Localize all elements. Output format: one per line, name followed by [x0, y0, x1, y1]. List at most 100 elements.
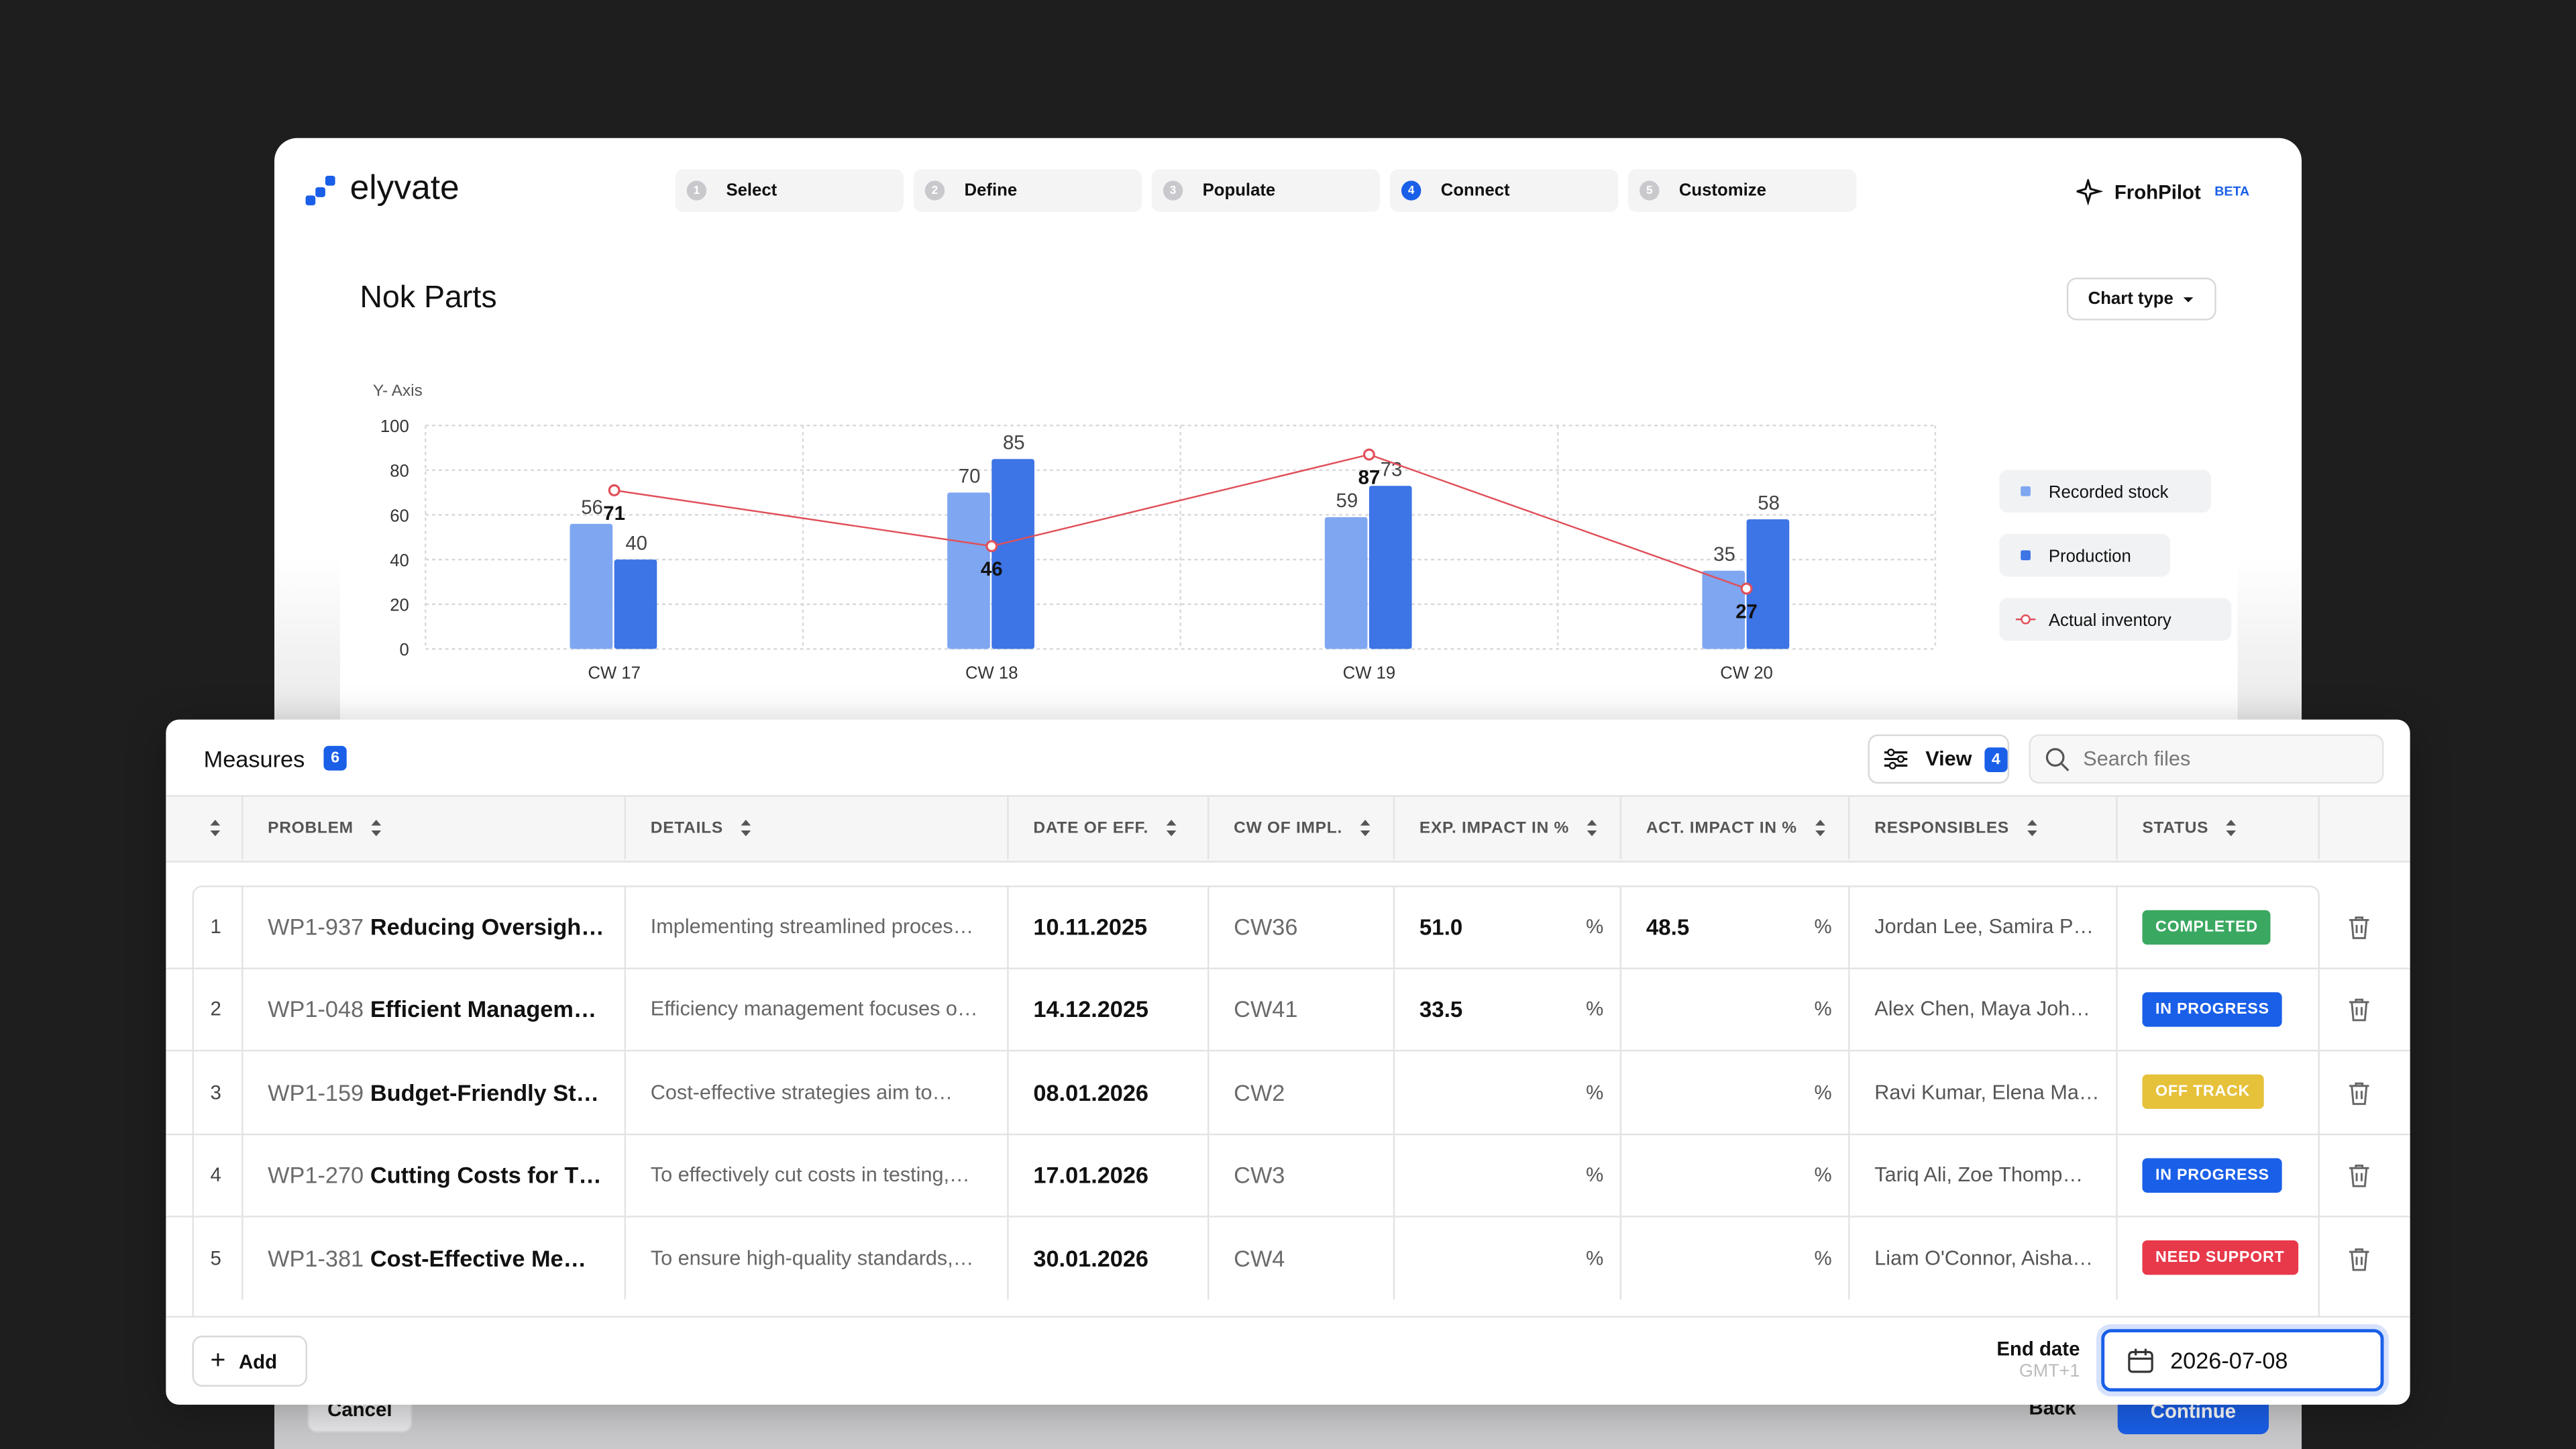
step[interactable]: 5 Customize	[1627, 169, 1857, 212]
legend-item[interactable]: Actual inventory	[1999, 598, 2232, 641]
line-value-label: 46	[981, 558, 1003, 580]
legend-pill	[1999, 470, 2211, 513]
problem-cell: WP1-048 Efficient Managem…	[243, 968, 627, 1051]
bar	[1746, 519, 1790, 649]
details: To ensure high-quality standards,…	[650, 1246, 974, 1270]
chart-type-button[interactable]: Chart type	[2066, 277, 2216, 321]
date-cell: 30.01.2026	[1009, 1216, 1210, 1299]
column-header-label: CW OF IMPL.	[1234, 818, 1343, 837]
problem-title: Reducing Oversigh…	[370, 913, 604, 940]
legend-item[interactable]: Recorded stock	[1999, 470, 2211, 513]
row-number-cell: 3	[193, 1051, 244, 1134]
problem-cell: WP1-159 Budget-Friendly St…	[243, 1051, 627, 1134]
line-point	[1362, 448, 1375, 461]
search-box[interactable]: Search files	[2029, 734, 2384, 784]
end-date-label: End date	[1996, 1337, 2080, 1360]
sort-icon	[1815, 820, 1825, 837]
row-number-cell: 2	[193, 968, 244, 1051]
column-header[interactable]: DETAILS	[626, 796, 1009, 859]
column-header-label: DATE OF EFF.	[1033, 818, 1149, 837]
column-header[interactable]: ACT. IMPACT IN %	[1621, 796, 1850, 859]
problem-cell: WP1-937 Reducing Oversigh…	[243, 885, 627, 968]
x-tick-label: CW 19	[1343, 663, 1396, 682]
x-tick-label: CW 20	[1720, 663, 1773, 682]
problem-cell: WP1-381 Cost-Effective Me…	[243, 1216, 627, 1299]
problem-id: WP1-381	[268, 1244, 364, 1271]
bar-value-label: 85	[1003, 432, 1025, 454]
date: 14.12.2025	[1033, 996, 1149, 1023]
calendar-week: CW3	[1234, 1161, 1285, 1189]
column-header[interactable]: RESPONSIBLES	[1850, 796, 2118, 859]
delete-icon[interactable]	[2348, 1081, 2371, 1106]
status-badge: IN PROGRESS	[2142, 991, 2283, 1027]
legend-pill	[1999, 533, 2171, 577]
column-header[interactable]: EXP. IMPACT IN %	[1395, 796, 1622, 859]
column-header[interactable]: STATUS	[2118, 796, 2320, 859]
sort-arrows	[210, 820, 221, 837]
column-header[interactable]: DATE OF EFF.	[1009, 796, 1210, 859]
bar	[1324, 517, 1368, 649]
bar-value-label: 35	[1713, 543, 1735, 566]
act-impact-cell: %	[1621, 1051, 1850, 1134]
delete-icon[interactable]	[2348, 915, 2371, 940]
responsibles: Ravi Kumar, Elena Ma…	[1874, 1080, 2100, 1104]
step[interactable]: 4 Connect	[1389, 169, 1619, 212]
sort-arrows	[371, 820, 382, 837]
cw-cell: CW36	[1209, 885, 1395, 968]
sort-arrows	[741, 820, 751, 837]
timezone: GMT+1	[2019, 1362, 2080, 1382]
assistant[interactable]: FrohPilot	[2114, 180, 2201, 204]
percent-sign: %	[1586, 998, 1604, 1021]
trash-shape	[2349, 916, 2369, 939]
responsibles-cell: Alex Chen, Maya Joh…	[1850, 968, 2118, 1051]
delete-icon[interactable]	[2348, 998, 2371, 1022]
legend-label: Actual inventory	[2049, 611, 2171, 630]
exp-impact-cell: %	[1395, 1134, 1622, 1216]
cw-cell: CW4	[1209, 1216, 1395, 1299]
percent-sign: %	[1814, 1246, 1832, 1270]
delete-icon[interactable]	[2348, 1163, 2371, 1188]
bar-value-label: 58	[1758, 492, 1780, 514]
chart-area: Y- Axis 0 20 40 60 80 100 CW 17 56 40 CW 18 70 85 CW …	[339, 353, 2238, 731]
column-header-label: DETAILS	[650, 818, 723, 837]
problem-id: WP1-048	[268, 996, 364, 1023]
add-button[interactable]: + Add	[192, 1336, 307, 1387]
sort-arrows	[2226, 820, 2237, 837]
percent-sign: %	[1586, 1246, 1604, 1270]
column-header[interactable]: CW OF IMPL.	[1209, 796, 1395, 859]
line-value-label: 27	[1735, 601, 1758, 623]
sort-icon	[210, 820, 221, 837]
y-tick-label: 100	[380, 417, 409, 436]
sort-arrows	[1360, 820, 1371, 837]
responsibles: Tariq Ali, Zoe Thomp…	[1874, 1163, 2084, 1187]
search-icon	[2045, 748, 2070, 771]
table-row: 5 WP1-381 Cost-Effective Me… To ensure high…	[166, 1216, 2410, 1299]
row-number-cell: 4	[193, 1134, 244, 1216]
status-badge: IN PROGRESS	[2142, 1157, 2283, 1193]
sort-arrows	[1167, 820, 1177, 837]
delete-icon[interactable]	[2348, 1246, 2371, 1271]
view-button[interactable]: View 4	[1868, 734, 2010, 784]
calendar-week: CW36	[1234, 913, 1298, 940]
end-date-input[interactable]: 2026-07-08	[2101, 1329, 2384, 1392]
bar-value-label: 59	[1336, 490, 1358, 512]
column-header[interactable]: PROBLEM	[243, 796, 627, 859]
calendar-week: CW4	[1234, 1244, 1285, 1271]
step[interactable]: 1 Select	[675, 169, 904, 212]
step[interactable]: 3 Populate	[1151, 169, 1381, 212]
row-number-cell: 5	[193, 1216, 244, 1299]
table-footer	[166, 1316, 2410, 1405]
act-impact-cell: 48.5%	[1621, 885, 1850, 968]
column-header-label: RESPONSIBLES	[1874, 818, 2009, 837]
percent-sign: %	[1814, 1163, 1832, 1187]
date-cell: 17.01.2026	[1009, 1134, 1210, 1216]
chart: Y- Axis 0 20 40 60 80 100 CW 17 56 40 CW 18 70 85 CW …	[373, 382, 2232, 682]
date-cell: 10.11.2025	[1009, 885, 1210, 968]
bar	[991, 459, 1034, 649]
sort-icon	[1167, 820, 1177, 837]
step[interactable]: 2 Define	[913, 169, 1142, 212]
calendar-week: CW41	[1234, 996, 1298, 1023]
legend-item[interactable]: Production	[1999, 533, 2171, 577]
trash-shape	[2349, 1082, 2369, 1105]
filter-icon	[1884, 749, 1908, 769]
